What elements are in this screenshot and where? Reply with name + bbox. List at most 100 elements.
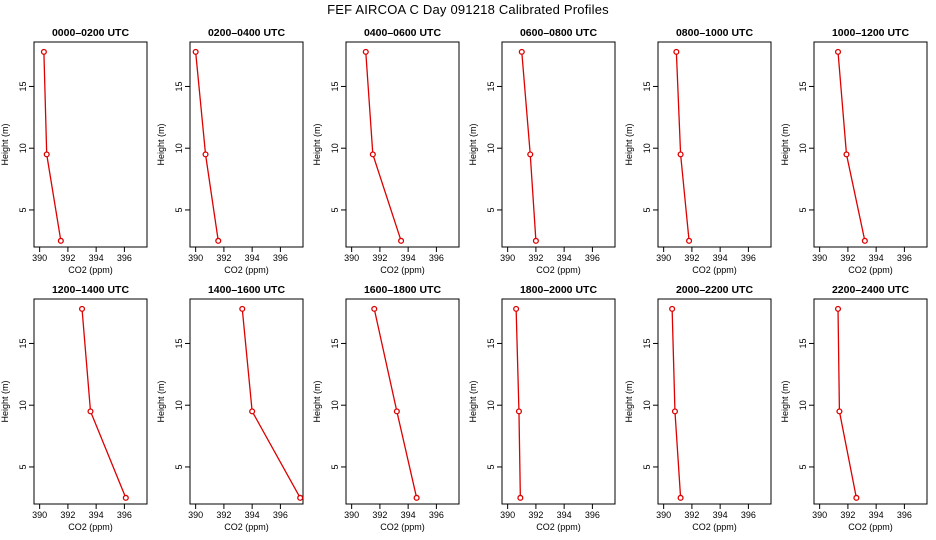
y-tick-label: 10 <box>486 143 496 153</box>
y-tick-label: 15 <box>798 338 808 348</box>
y-tick-label: 15 <box>798 81 808 91</box>
x-tick-label: 392 <box>372 253 387 263</box>
x-axis-label: CO2 (ppm) <box>224 265 269 275</box>
data-point <box>413 494 420 501</box>
x-tick-label: 396 <box>585 510 600 520</box>
data-point <box>527 151 534 158</box>
x-tick-label: 394 <box>245 510 260 520</box>
profile-line <box>195 51 219 241</box>
x-tick-label: 396 <box>273 253 288 263</box>
y-tick-label: 15 <box>486 81 496 91</box>
panel-title: 1000–1200 UTC <box>832 27 909 39</box>
data-point <box>669 305 676 312</box>
data-point <box>853 494 860 501</box>
y-tick-label: 10 <box>330 143 340 153</box>
x-tick-label: 392 <box>684 253 699 263</box>
y-tick-label: 10 <box>798 400 808 410</box>
x-tick-label: 396 <box>741 253 756 263</box>
data-point <box>834 48 842 55</box>
panel-3: 0400–0600 UTC 390 392 394 396 5 10 15 CO2 (ppm) H… <box>312 27 460 275</box>
x-axis-label: CO2 (ppm) <box>692 265 737 275</box>
y-tick-label: 5 <box>18 464 28 469</box>
data-point <box>515 408 522 415</box>
y-tick-label: 15 <box>486 338 496 348</box>
data-point <box>43 151 50 158</box>
y-tick-label: 15 <box>642 338 652 348</box>
x-tick-label: 390 <box>32 510 47 520</box>
panel-title: 0200–0400 UTC <box>208 27 285 39</box>
panel-title: 1200–1400 UTC <box>52 284 129 296</box>
panel-6: 1000–1200 UTC 390 392 394 396 5 10 15 CO2 (ppm) H… <box>780 27 928 275</box>
profile-line <box>675 51 690 241</box>
x-tick-label: 394 <box>713 253 728 263</box>
x-tick-label: 390 <box>500 253 515 263</box>
x-tick-label: 390 <box>188 510 203 520</box>
plot-frame <box>33 41 148 248</box>
y-tick-label: 10 <box>642 400 652 410</box>
y-tick-label: 10 <box>18 400 28 410</box>
x-tick-label: 396 <box>741 510 756 520</box>
data-point <box>677 494 684 501</box>
data-point <box>362 48 369 55</box>
profile-line <box>837 308 858 498</box>
x-tick-label: 396 <box>273 510 288 520</box>
y-tick-label: 15 <box>330 338 340 348</box>
x-axis-label: CO2 (ppm) <box>68 265 113 275</box>
x-tick-label: 390 <box>32 253 47 263</box>
profile-line <box>373 308 418 498</box>
panel-title: 0600–0800 UTC <box>520 27 597 39</box>
panel-7: 1200–1400 UTC 390 392 394 396 5 10 15 CO2 (ppm) H… <box>0 284 148 532</box>
profile-line <box>837 51 866 241</box>
data-point <box>122 494 129 501</box>
profile-line <box>365 51 402 242</box>
data-point <box>369 151 376 158</box>
data-point <box>861 237 868 244</box>
y-tick-label: 15 <box>330 81 340 91</box>
data-point <box>192 48 199 55</box>
panel-12: 2200–2400 UTC 390 392 394 396 5 10 15 CO2 (ppm) H… <box>780 284 928 532</box>
y-tick-label: 10 <box>18 143 28 153</box>
y-tick-label: 5 <box>174 207 184 212</box>
y-tick-label: 10 <box>798 143 808 153</box>
plot-frame <box>657 41 772 248</box>
data-point <box>371 305 378 312</box>
data-point <box>673 48 680 55</box>
data-point <box>40 48 47 55</box>
y-axis-label: Height (m) <box>624 123 634 165</box>
plot-frame <box>501 41 616 248</box>
plot-frame <box>813 298 928 505</box>
profile-line <box>241 308 301 499</box>
data-point <box>249 408 256 415</box>
y-axis-label: Height (m) <box>624 380 634 422</box>
data-point <box>513 305 520 312</box>
y-tick-label: 15 <box>174 338 184 348</box>
data-point <box>297 494 304 501</box>
x-tick-label: 392 <box>528 253 543 263</box>
panel-2: 0200–0400 UTC 390 392 394 396 5 10 15 CO2 (ppm) H… <box>156 27 304 275</box>
plot-frame <box>345 298 460 505</box>
profile-line <box>81 308 127 499</box>
x-tick-label: 396 <box>897 510 912 520</box>
data-point <box>215 237 222 244</box>
y-tick-label: 5 <box>642 464 652 469</box>
y-tick-label: 5 <box>798 464 808 469</box>
x-tick-label: 396 <box>117 510 132 520</box>
y-axis-label: Height (m) <box>780 380 790 422</box>
x-tick-label: 390 <box>656 510 671 520</box>
panel-title: 1800–2000 UTC <box>520 284 597 296</box>
y-tick-label: 10 <box>174 400 184 410</box>
x-tick-label: 392 <box>216 253 231 263</box>
plot-frame <box>501 298 616 505</box>
panel-11: 2000–2200 UTC 390 392 394 396 5 10 15 CO2 (ppm) H… <box>624 284 772 532</box>
x-tick-label: 394 <box>401 253 416 263</box>
x-tick-label: 394 <box>89 253 104 263</box>
y-tick-label: 15 <box>18 81 28 91</box>
data-point <box>518 48 525 55</box>
panel-9: 1600–1800 UTC 390 392 394 396 5 10 15 CO2 (ppm) H… <box>312 284 460 532</box>
profile-line <box>43 51 62 241</box>
data-point <box>78 305 86 312</box>
x-axis-label: CO2 (ppm) <box>536 522 581 532</box>
x-tick-label: 390 <box>188 253 203 263</box>
y-tick-label: 15 <box>642 81 652 91</box>
